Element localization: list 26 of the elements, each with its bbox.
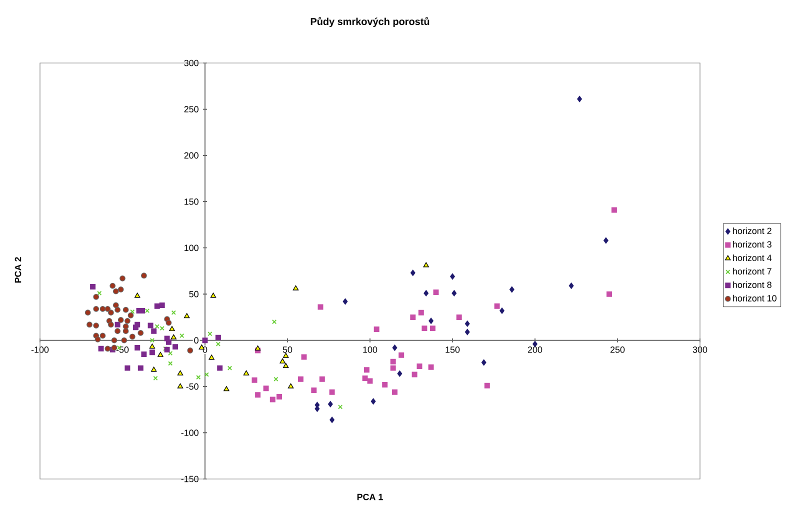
legend-label: horizont 8 [733, 281, 772, 288]
x-tick-label: 300 [692, 346, 708, 353]
y-tick-label: 50 [189, 290, 198, 298]
y-tick-label: -50 [186, 383, 198, 390]
x-tick-label: 100 [363, 346, 378, 353]
x-tick-label: 50 [282, 346, 292, 353]
y-tick-label: 100 [184, 244, 198, 252]
x-tick-label: -100 [31, 346, 49, 353]
legend-label: horizont 10 [733, 294, 776, 302]
y-tick-label: 300 [184, 60, 198, 66]
y-tick-label: -100 [181, 430, 198, 436]
y-tick-label: 200 [184, 152, 198, 159]
y-tick-label: 0 [194, 337, 198, 344]
legend-label: horizont 3 [733, 240, 772, 248]
y-axis-title: PCA 2 [14, 257, 22, 283]
chart-title: Půdy smrkových porostů [310, 16, 430, 28]
legend-label: horizont 2 [733, 227, 772, 234]
y-tick-label: 150 [184, 198, 198, 205]
x-tick-label: 250 [610, 346, 625, 353]
x-tick-label: 150 [446, 346, 460, 353]
y-tick-label: 250 [184, 106, 198, 112]
legend-label: horizont 7 [733, 268, 772, 275]
x-tick-label: 200 [528, 346, 542, 353]
legend-label: horizont 4 [733, 254, 772, 262]
x-axis-title: PCA 1 [357, 494, 383, 500]
y-tick-label: -150 [181, 476, 198, 482]
